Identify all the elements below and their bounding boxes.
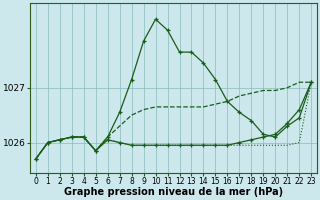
X-axis label: Graphe pression niveau de la mer (hPa): Graphe pression niveau de la mer (hPa) — [64, 187, 283, 197]
